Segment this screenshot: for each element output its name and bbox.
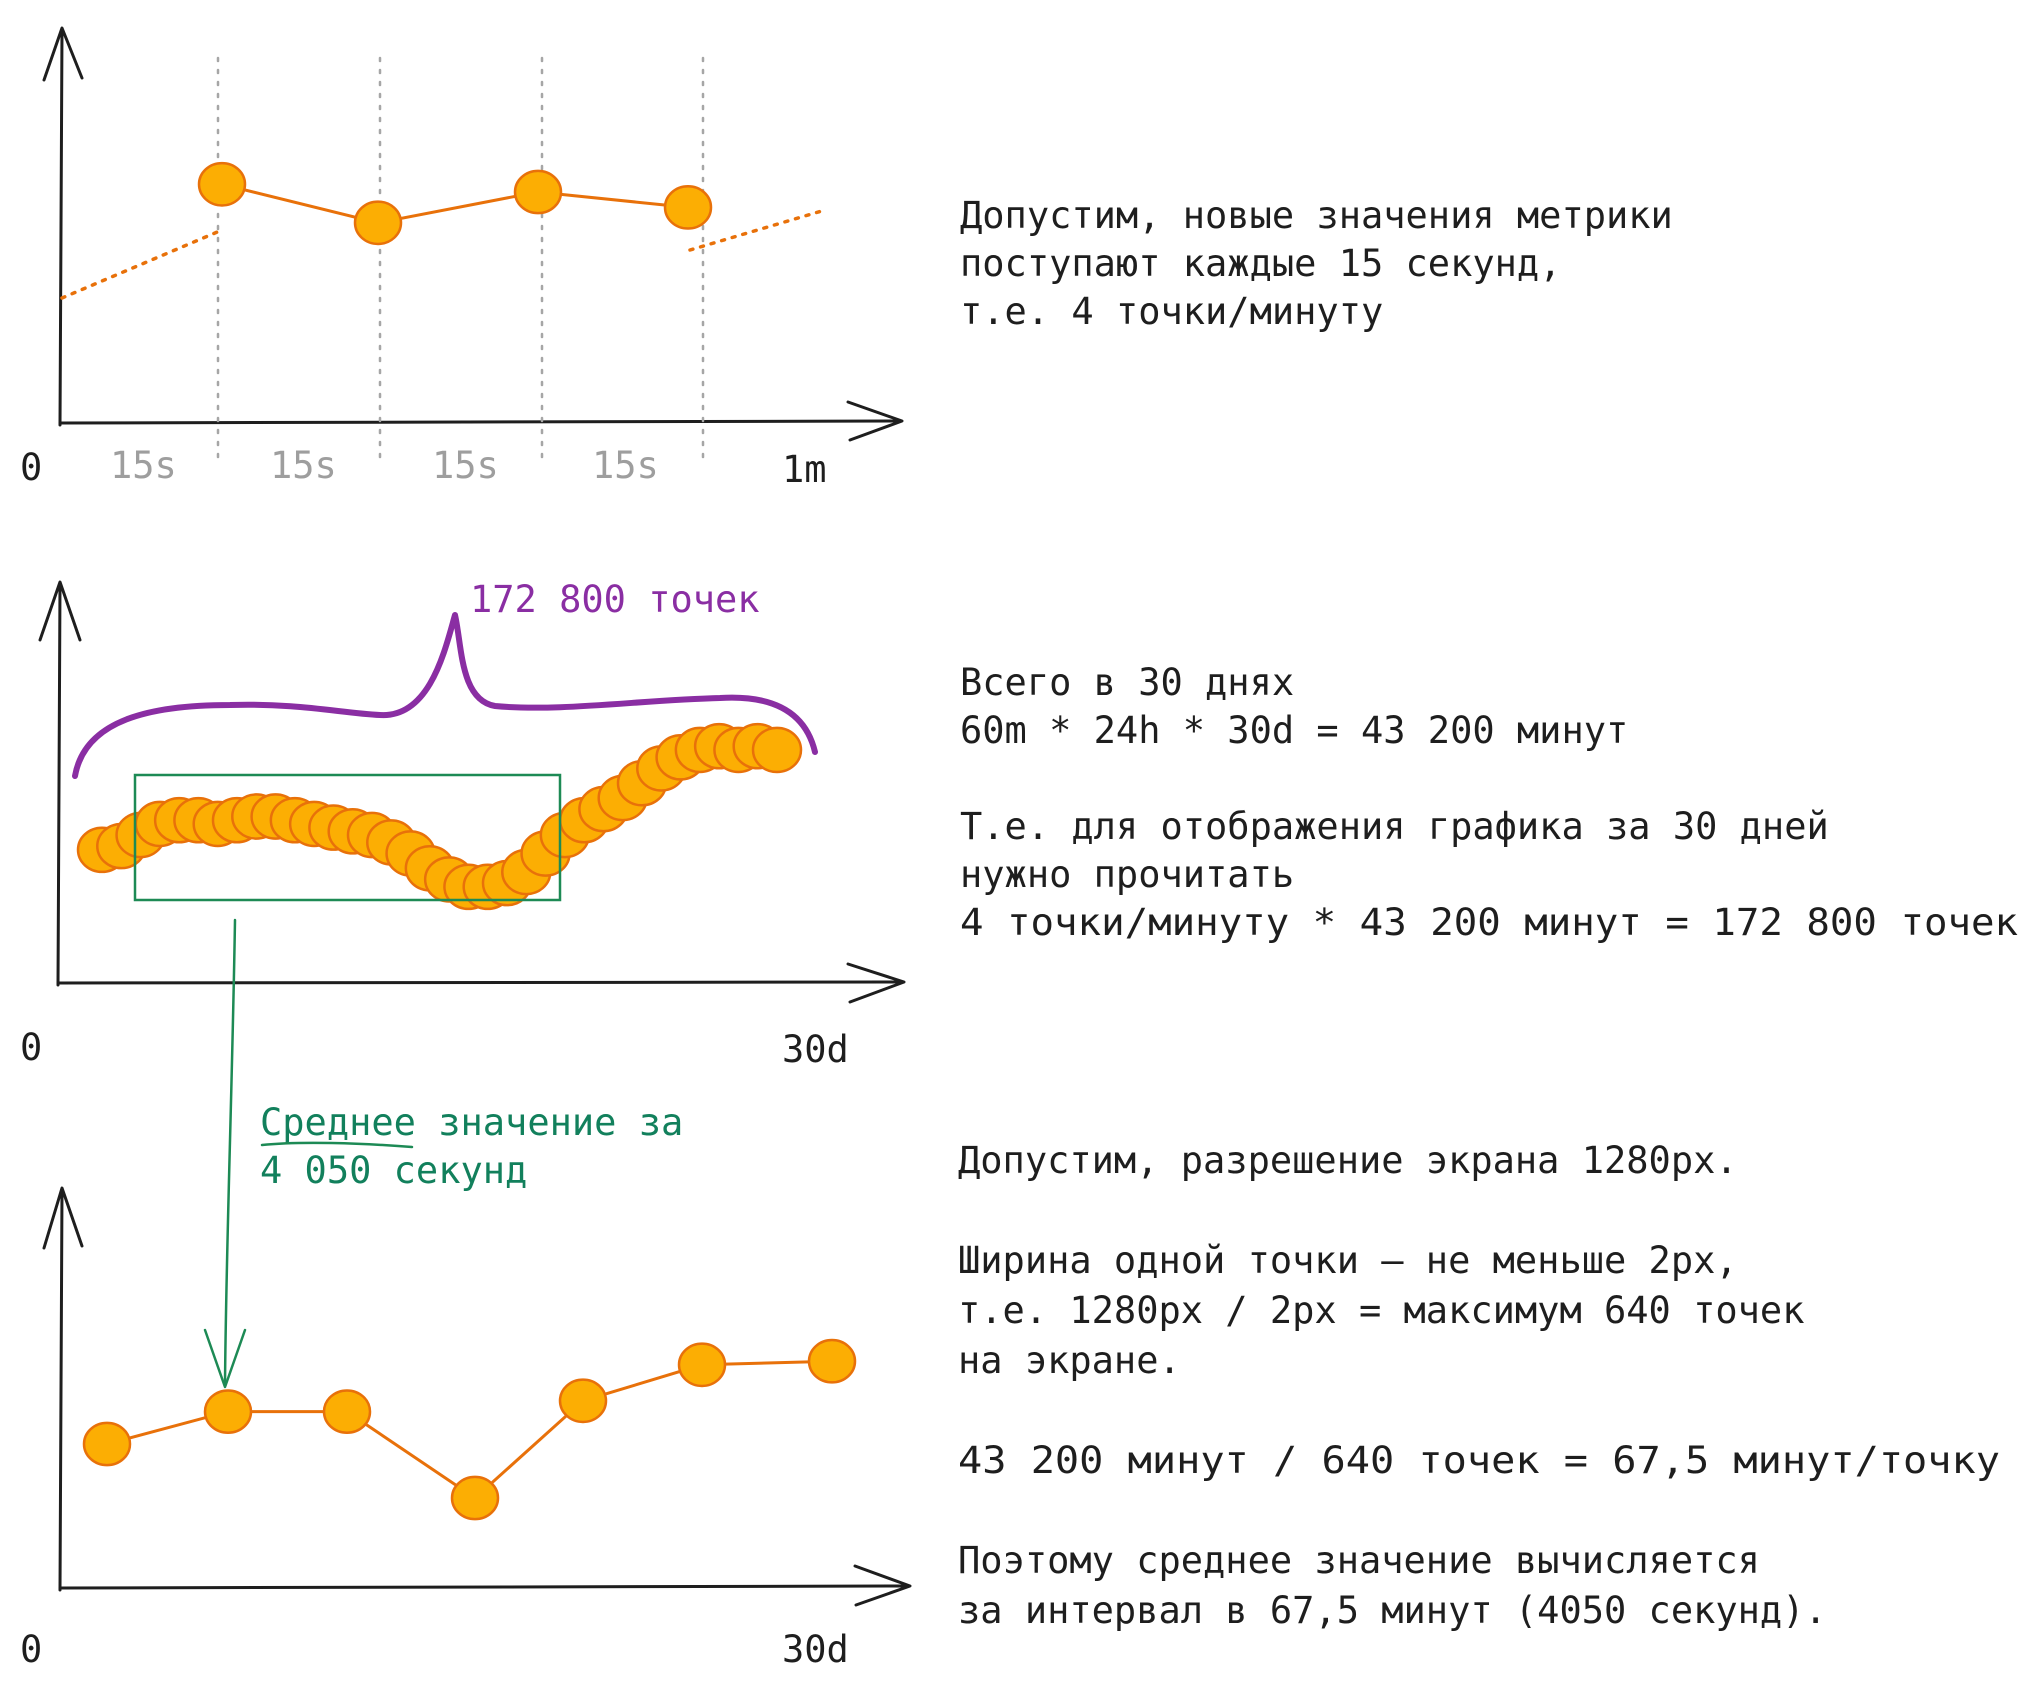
chart2-points xyxy=(76,722,803,911)
note2-line: Всего в 30 днях xyxy=(960,661,1294,704)
chart3-points xyxy=(82,1338,857,1521)
chart2-x-arrowhead xyxy=(846,962,906,1004)
average-window-label-line2: 4 050 секунд xyxy=(260,1149,527,1192)
chart1-x-start-label: 0 xyxy=(20,446,42,489)
chart3-point xyxy=(807,1338,857,1384)
chart3-x-arrowhead xyxy=(853,1564,912,1607)
note3-line: Ширина одной точки — не меньше 2px, xyxy=(958,1239,1738,1282)
note2-line: 4 точки/минуту * 43 200 минут = 172 800 … xyxy=(960,901,2018,944)
average-window-label-rest: значение за xyxy=(416,1101,683,1144)
chart1-point xyxy=(197,161,247,207)
chart1-y-axis xyxy=(58,28,64,427)
chart1-y-arrowhead xyxy=(42,26,84,82)
chart1-interval-label: 15s xyxy=(592,444,659,487)
chart-2: 172 800 точек 0 30d Среднее значение за … xyxy=(20,578,906,1389)
chart2-x-end-label: 30d xyxy=(782,1028,849,1071)
chart3-point xyxy=(558,1378,608,1424)
note1-line: Допустим, новые значения метрики xyxy=(960,194,1673,237)
chart2-x-axis xyxy=(56,980,904,985)
chart3-x-end-label: 30d xyxy=(782,1628,849,1671)
chart3-y-arrowhead xyxy=(42,1186,84,1250)
note3-line: Допустим, разрешение экрана 1280px. xyxy=(958,1139,1738,1182)
chart1-interval-label: 15s xyxy=(270,444,337,487)
chart2-y-arrowhead xyxy=(38,580,82,642)
chart3-point xyxy=(677,1342,727,1388)
note2-line: нужно прочитать xyxy=(960,853,1294,896)
chart1-interval-label: 15s xyxy=(432,444,499,487)
note1-line: поступают каждые 15 секунд, xyxy=(960,242,1561,285)
chart1-x-end-label: 1m xyxy=(782,448,827,491)
note1-line: т.е. 4 точки/минуту xyxy=(960,290,1383,333)
chart3-point xyxy=(322,1389,372,1435)
note-block-2: Всего в 30 днях 60m * 24h * 30d = 43 200… xyxy=(960,661,2018,944)
chart1-x-arrowhead xyxy=(846,400,904,442)
chart3-point xyxy=(82,1421,132,1467)
chart1-points xyxy=(197,161,713,246)
purple-brace xyxy=(72,612,818,779)
chart2-y-axis xyxy=(56,583,62,987)
chart3-x-start-label: 0 xyxy=(20,1628,42,1671)
chart1-point xyxy=(353,200,403,246)
average-arrow-shaft xyxy=(223,918,237,1387)
note-block-1: Допустим, новые значения метрики поступа… xyxy=(960,194,1673,333)
note3-line: 43 200 минут / 640 точек = 67,5 минут/то… xyxy=(958,1439,2000,1482)
average-label-underline xyxy=(260,1141,414,1149)
note-block-3: Допустим, разрешение экрана 1280px. Шири… xyxy=(958,1139,2000,1632)
note3-line: Поэтому среднее значение вычисляется xyxy=(958,1539,1760,1582)
chart2-point xyxy=(751,726,803,774)
chart1-interval-label: 15s xyxy=(110,444,177,487)
chart3-y-axis xyxy=(58,1188,64,1592)
note2-line: Т.е. для отображения графика за 30 дней xyxy=(960,805,1829,848)
average-window-label-line1: Среднее значение за xyxy=(260,1101,683,1144)
average-arrow-head xyxy=(203,1328,247,1389)
note2-line: 60m * 24h * 30d = 43 200 минут xyxy=(960,709,1628,752)
chart-3: 0 30d xyxy=(20,1186,912,1671)
average-window-rect xyxy=(133,773,562,902)
chart1-x-axis xyxy=(58,419,902,425)
note3-line: за интервал в 67,5 минут (4050 секунд). xyxy=(958,1589,1827,1632)
chart1-point xyxy=(513,169,563,215)
note3-line: на экране. xyxy=(958,1339,1181,1382)
chart3-point xyxy=(450,1475,500,1521)
brace-label: 172 800 точек xyxy=(470,578,760,621)
chart3-x-axis xyxy=(58,1584,910,1590)
chart2-x-start-label: 0 xyxy=(20,1026,42,1069)
note3-line: т.е. 1280px / 2px = максимум 640 точек xyxy=(958,1289,1804,1332)
chart1-series-line xyxy=(221,182,689,225)
chart1-point xyxy=(663,184,713,230)
chart3-point xyxy=(203,1389,253,1435)
chart-1: 0 15s 15s 15s 15s 1m xyxy=(20,26,904,491)
chart1-extrapolation-right xyxy=(688,208,827,252)
chart1-extrapolation-left xyxy=(60,228,224,300)
average-window-label-underlined: Среднее xyxy=(260,1101,416,1144)
